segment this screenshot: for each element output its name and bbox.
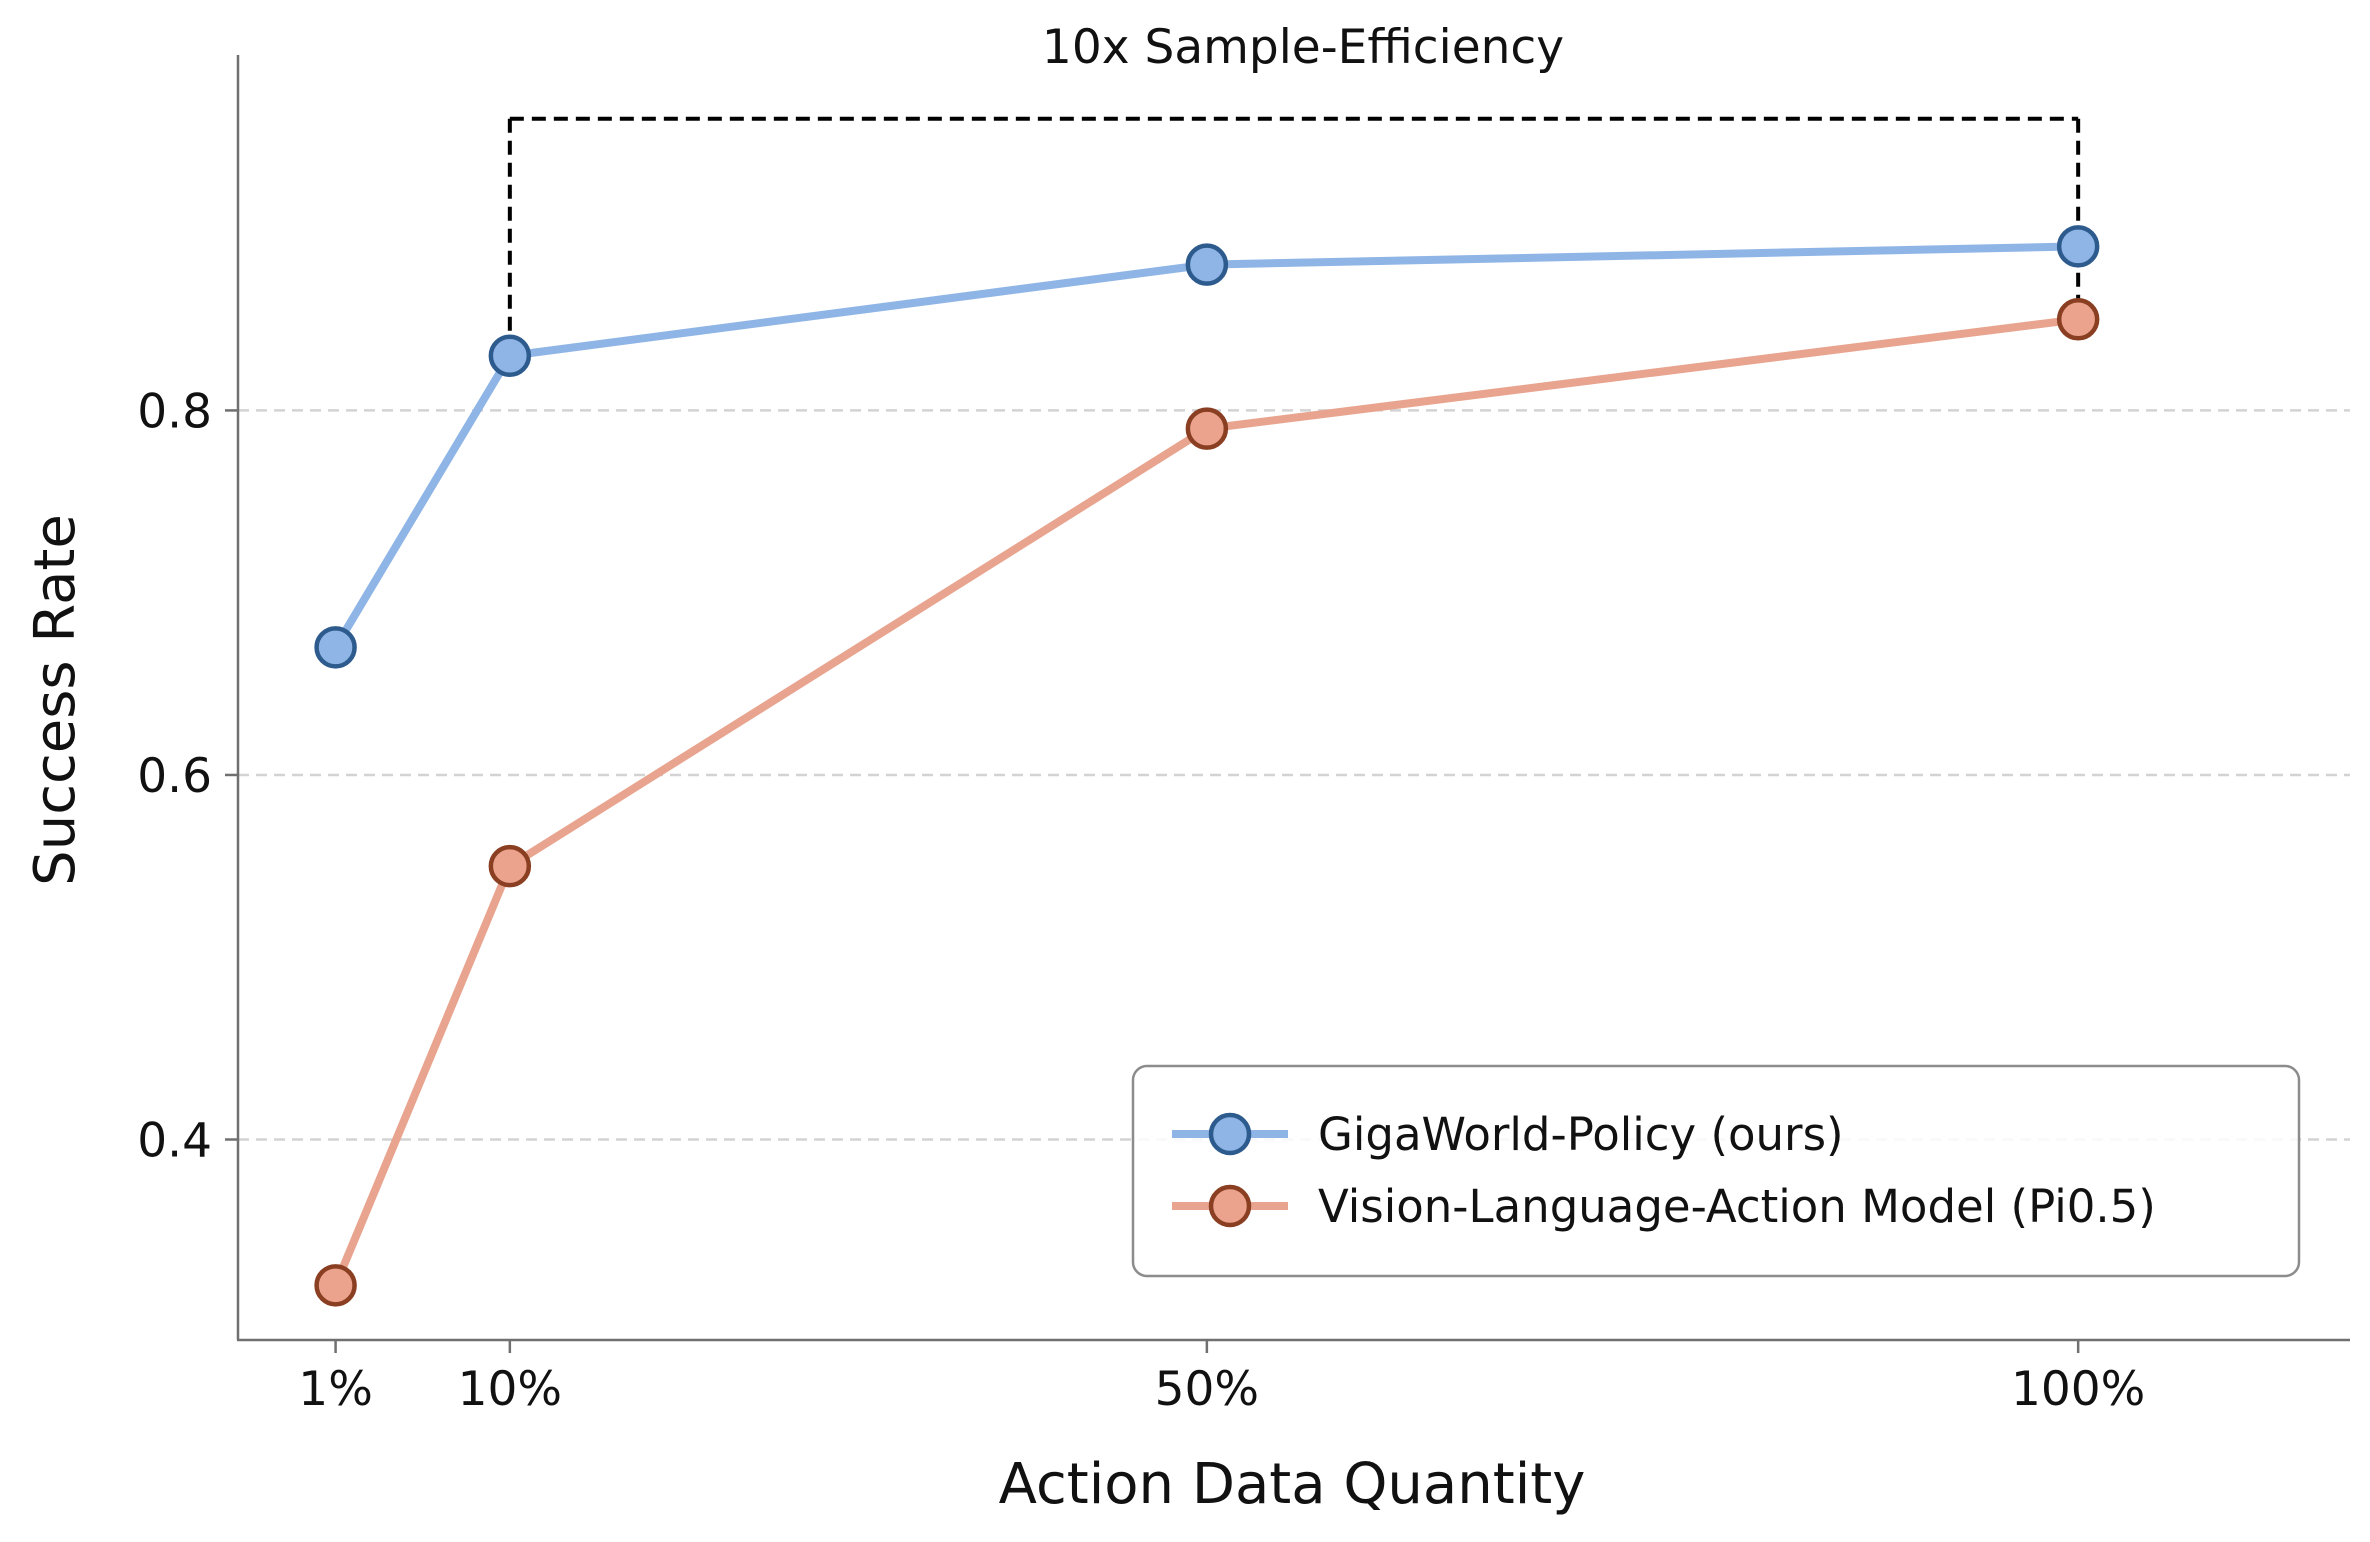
series-1 xyxy=(314,225,2100,669)
y-ticks: 0.4 0.6 0.8 xyxy=(137,384,238,1169)
x-ticks: 1% 10% 50% 100% xyxy=(298,1340,2145,1417)
x-tick-label: 1% xyxy=(298,1362,373,1417)
data-point xyxy=(1185,243,1229,286)
legend-frame xyxy=(1131,1064,2301,1278)
data-point xyxy=(314,626,357,669)
legend-entry: GigaWorld-Policy (ours) xyxy=(1172,1108,1844,1161)
series-2 xyxy=(314,298,2100,1307)
data-point xyxy=(2056,225,2100,268)
y-tick-label: 0.8 xyxy=(137,384,212,439)
series-line xyxy=(331,242,2083,652)
data-point xyxy=(488,334,532,377)
series-layer xyxy=(314,225,2100,1307)
legend-marker xyxy=(1208,1184,1252,1228)
legend-label: GigaWorld-Policy (ours) xyxy=(1318,1108,1844,1161)
data-point xyxy=(488,844,532,888)
data-point xyxy=(1185,407,1229,450)
legend-entry: Vision-Language-Action Model (Pi0.5) xyxy=(1172,1180,2156,1233)
y-tick-label: 0.6 xyxy=(137,749,212,804)
series-line xyxy=(331,315,2083,1290)
grid-lines xyxy=(238,409,2350,1141)
x-tick-label: 100% xyxy=(2011,1362,2145,1417)
x-axis-title: Action Data Quantity xyxy=(999,1452,1586,1517)
x-tick-label: 10% xyxy=(458,1362,562,1417)
axes xyxy=(236,55,2350,1342)
y-axis-title: Success Rate xyxy=(23,514,88,886)
annotation-label: 10x Sample-Efficiency xyxy=(1042,20,1564,75)
x-tick-label: 50% xyxy=(1155,1362,1259,1417)
sample-efficiency-bracket xyxy=(507,116,2081,356)
legend-marker xyxy=(1208,1112,1252,1156)
y-tick-label: 0.4 xyxy=(137,1114,212,1169)
legend: GigaWorld-Policy (ours) Vision-Language-A… xyxy=(1131,1064,2301,1278)
data-point xyxy=(2056,298,2100,341)
legend-label: Vision-Language-Action Model (Pi0.5) xyxy=(1318,1180,2156,1233)
data-point xyxy=(314,1264,357,1307)
